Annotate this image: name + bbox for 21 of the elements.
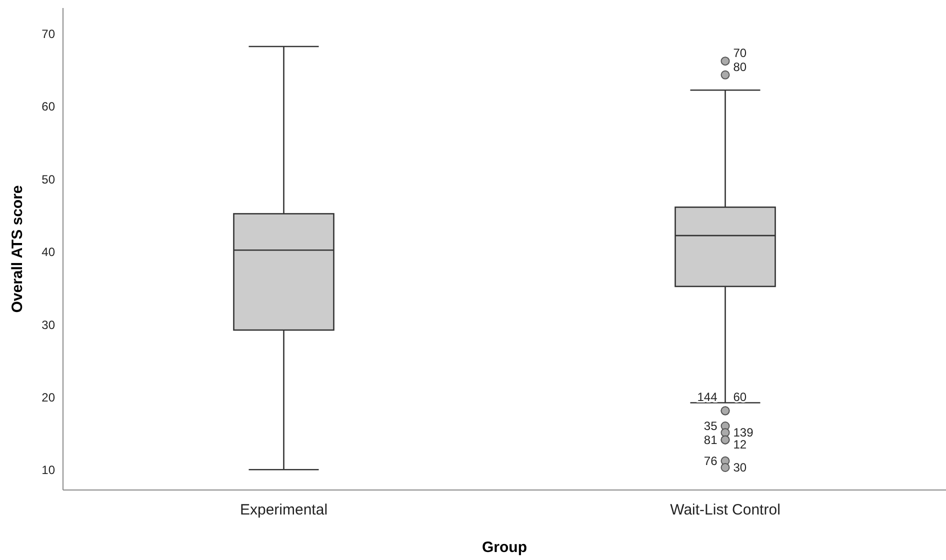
annotation: 80 [733, 60, 747, 74]
y-tick-label: 40 [42, 245, 56, 260]
y-tick-label: 30 [42, 318, 56, 332]
y-tick-label: 10 [42, 463, 56, 478]
annotation: 60 [733, 390, 747, 404]
annotation: 70 [733, 46, 747, 60]
annotation: 139 [733, 426, 754, 440]
annotation: 35 [704, 419, 718, 434]
x-tick-label: Experimental [240, 502, 328, 519]
annotation: 12 [733, 438, 747, 452]
x-axis-title: Group [482, 539, 527, 556]
y-tick-label: 70 [42, 27, 56, 42]
annotation: 30 [733, 460, 747, 474]
x-tick-label: Wait-List Control [670, 502, 780, 519]
y-axis-title: Overall ATS score [9, 185, 26, 313]
annotation: 81 [704, 432, 718, 447]
y-tick-label: 20 [42, 390, 56, 405]
annotation: 76 [704, 454, 718, 468]
y-tick-label: 60 [42, 100, 56, 114]
annotation: 144 [697, 390, 718, 404]
y-tick-label: 50 [42, 172, 56, 186]
